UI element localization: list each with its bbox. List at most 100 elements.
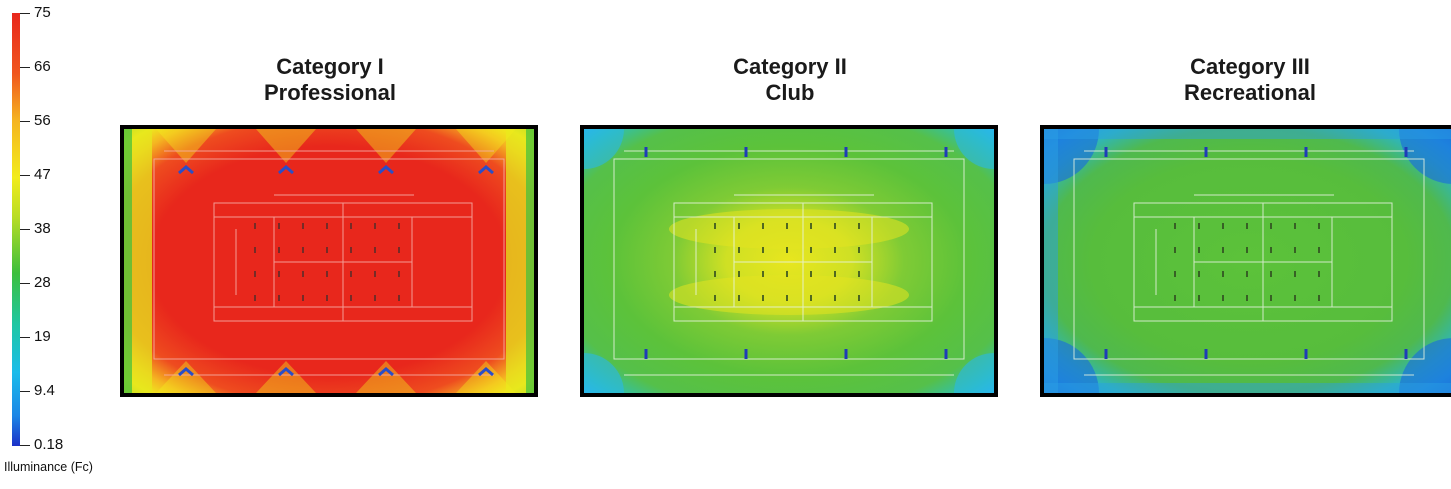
measurement-point [834,247,836,253]
heatmap-edge [1044,129,1058,393]
measurement-point [714,223,716,229]
measurement-point [278,247,280,253]
measurement-point [350,295,352,301]
measurement-point [326,247,328,253]
measurement-point [858,223,860,229]
measurement-point [1198,247,1200,253]
measurement-point [350,271,352,277]
measurement-points [1174,223,1320,301]
panel-category-2: Category II Club [580,0,1000,400]
legend-tick-label: 66 [34,58,51,75]
light-fixture [844,147,848,157]
light-cone [156,361,216,393]
light-fixture [1104,349,1108,359]
measurement-point [254,223,256,229]
measurement-point [326,223,328,229]
measurement-point [398,271,400,277]
measurement-point [1318,295,1320,301]
measurement-point [1318,223,1320,229]
legend-tick-mark [20,337,30,338]
panel-title-line-1: Category III [1190,54,1310,79]
measurement-point [786,271,788,277]
measurement-point [762,223,764,229]
light-cone [456,361,516,393]
heatmap-edge [1044,383,1451,393]
light-fixture [378,367,394,377]
measurement-point [1222,223,1224,229]
measurement-point [1246,247,1248,253]
measurement-point [374,247,376,253]
light-cone [356,129,416,163]
legend-tick-mark [20,67,30,68]
light-cone [256,361,316,393]
measurement-point [1198,295,1200,301]
measurement-point [350,223,352,229]
measurement-point [1222,271,1224,277]
measurement-points [714,223,860,301]
heatmap-svg [124,129,534,393]
measurement-point [1270,295,1272,301]
heatmap-svg [1044,129,1451,393]
measurement-point [714,247,716,253]
measurement-point [1318,247,1320,253]
legend-tick-mark [20,391,30,392]
heatmap-corner [1399,129,1451,184]
measurement-point [302,271,304,277]
legend-tick-label: 75 [34,4,51,21]
light-cone [356,361,416,393]
measurement-point [1318,271,1320,277]
heatmap-category-3 [1040,125,1451,397]
measurement-point [254,295,256,301]
court-outline [153,158,505,360]
measurement-point [786,295,788,301]
legend-tick-mark [20,175,30,176]
measurement-point [302,223,304,229]
light-poles [644,147,948,359]
measurement-point [810,247,812,253]
light-fixture [744,147,748,157]
light-poles [178,165,494,377]
legend-tick-label: 38 [34,220,51,237]
measurement-point [1174,271,1176,277]
measurement-point [1246,271,1248,277]
heatmap-svg [584,129,994,393]
heatmap-field [1044,129,1451,393]
light-fixture [478,367,494,377]
measurement-point [326,295,328,301]
heatmap-edge [526,129,534,393]
measurement-point [1246,295,1248,301]
legend-color-bar [12,13,20,446]
measurement-point [278,223,280,229]
measurement-point [302,247,304,253]
light-fixture [744,349,748,359]
measurement-point [834,223,836,229]
measurement-point [786,247,788,253]
light-fixture [944,349,948,359]
measurement-point [1174,295,1176,301]
measurement-point [1198,223,1200,229]
panel-title-line-1: Category II [733,54,847,79]
light-poles [1104,147,1408,359]
measurement-point [1270,223,1272,229]
light-cone [156,129,216,163]
light-fixture [1304,349,1308,359]
measurement-point [738,247,740,253]
measurement-point [398,295,400,301]
measurement-point [302,295,304,301]
measurement-point [254,271,256,277]
light-fixture [278,165,294,175]
light-fixture [1304,147,1308,157]
legend-tick-mark [20,229,30,230]
light-fixture [1204,349,1208,359]
measurement-point [1222,247,1224,253]
measurement-point [1294,247,1296,253]
light-cone [256,129,316,163]
measurement-point [714,295,716,301]
heatmap-corner [954,129,994,169]
light-fixture [1204,147,1208,157]
measurement-point [762,247,764,253]
measurement-point [858,295,860,301]
court-outline [613,158,965,360]
light-fixture [944,147,948,157]
panel-category-3: Category III Recreational [1040,0,1451,400]
